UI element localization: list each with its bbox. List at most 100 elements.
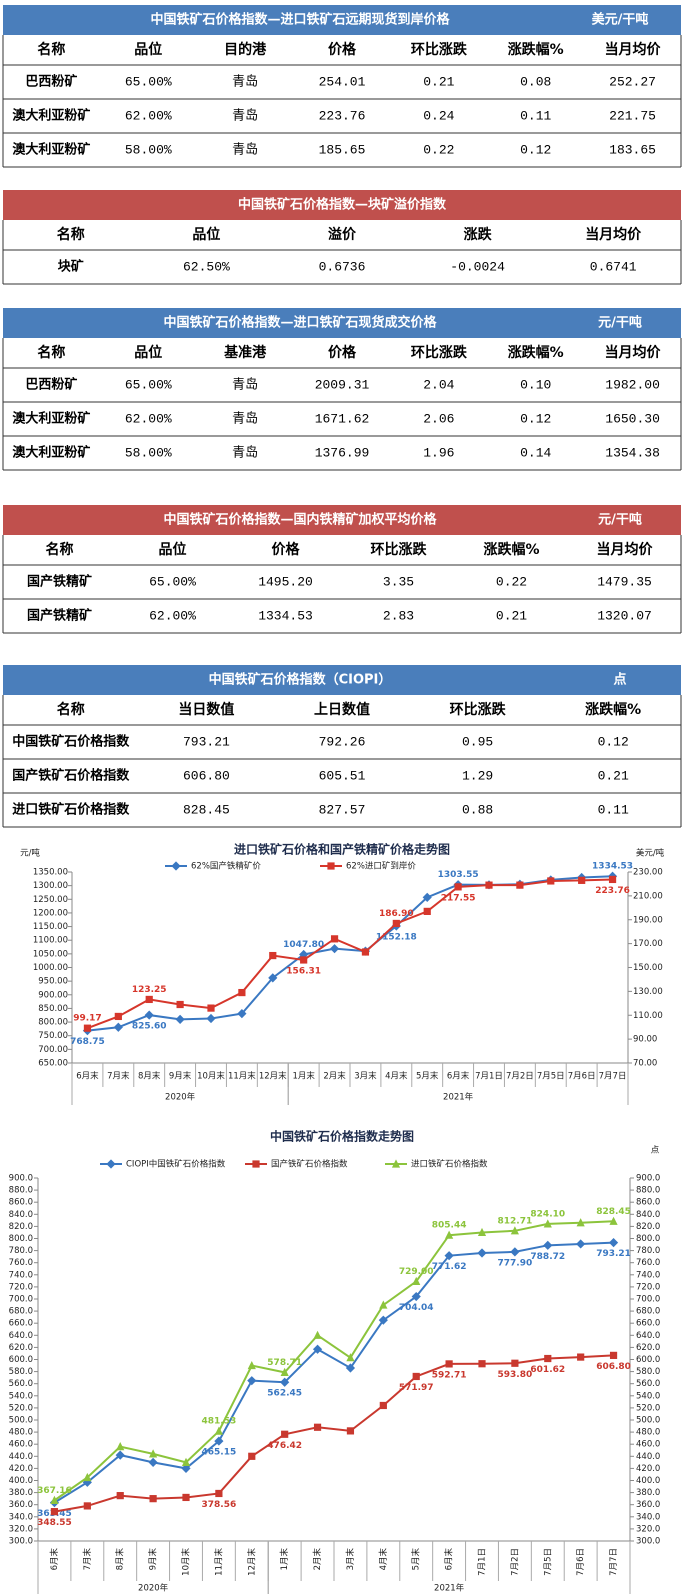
x-tick-label: 9月末 [169, 1071, 192, 1082]
table-cell: 澳大利亚粉矿 [12, 142, 90, 158]
y2-tick-label: 740.0 [636, 1270, 660, 1280]
table-header-bar [3, 505, 681, 535]
x-tick-label: 7月7日 [609, 1548, 619, 1576]
series-line [87, 878, 613, 1030]
y2-tick-label: 700.0 [636, 1295, 660, 1305]
table-title: 中国铁矿石价格指数—进口铁矿石远期现货到岸价格 [150, 12, 450, 28]
table-cell: 0.10 [520, 377, 551, 392]
table-header-bar [3, 665, 681, 695]
y-tick-label: 820.0 [9, 1222, 33, 1232]
column-header: 环比涨跌 [411, 41, 468, 58]
y2-tick-label: 600.0 [636, 1355, 660, 1365]
data-point [608, 875, 617, 884]
data-point [454, 883, 462, 891]
data-point [477, 1227, 487, 1237]
data-label: 825.60 [132, 1022, 167, 1032]
data-point [411, 1291, 421, 1302]
y-tick-label: 460.0 [9, 1440, 33, 1450]
legend-label: 62%进口矿到岸价 [346, 861, 416, 872]
data-point [116, 1442, 125, 1451]
x-tick-label: 1月末 [292, 1071, 315, 1082]
table-cell: 183.65 [609, 142, 656, 157]
table-cell: 国产铁精矿 [27, 574, 92, 590]
y-tick-label: 750.00 [38, 1031, 68, 1041]
table-cell: 2009.31 [315, 377, 370, 392]
y2-tick-label: 720.0 [636, 1282, 660, 1292]
column-header: 涨跌幅% [508, 41, 564, 58]
data-label: 828.45 [596, 1207, 631, 1217]
column-header: 名称 [37, 41, 65, 58]
table-cell: 青岛 [232, 410, 258, 426]
x-tick-label: 7月5日 [537, 1072, 565, 1082]
table-title: 中国铁矿石价格指数—国内铁精矿加权平均价格 [163, 512, 437, 528]
x-tick-label: 6月末 [76, 1071, 99, 1082]
table-cell: 828.45 [183, 802, 230, 817]
column-header: 环比涨跌 [450, 701, 507, 718]
data-point [237, 1009, 247, 1019]
data-label: 1152.18 [376, 932, 417, 942]
y-tick-label: 1300.00 [33, 881, 68, 891]
x-tick-label: 7月6日 [568, 1072, 596, 1082]
data-label: 217.55 [441, 893, 476, 903]
data-point [83, 1472, 92, 1482]
x-tick-label: 7月5日 [543, 1548, 553, 1576]
data-point [330, 935, 339, 943]
table-cell: 58.00% [125, 445, 172, 460]
y-tick-label: 540.0 [9, 1391, 33, 1401]
table-cell: 185.65 [319, 142, 366, 157]
table-cell: 青岛 [232, 107, 258, 123]
legend-label: 进口铁矿石价格指数 [411, 1159, 488, 1170]
data-point [346, 1353, 355, 1362]
x-tick-label: 12月末 [259, 1071, 287, 1082]
y2-tick-label: 520.0 [636, 1403, 660, 1413]
data-point [412, 1372, 420, 1381]
y-tick-label: 880.0 [9, 1186, 33, 1196]
data-point [181, 1457, 191, 1466]
data-point [50, 1508, 59, 1516]
x-tick-label: 4月末 [385, 1071, 408, 1082]
data-point [609, 1351, 618, 1359]
y2-tick-label: 110.00 [633, 1011, 663, 1021]
data-point [345, 1363, 356, 1373]
y-tick-label: 900.00 [38, 990, 68, 1000]
data-point [478, 1360, 486, 1368]
x-tick-label: 2月末 [323, 1071, 346, 1082]
x-tick-label: 7月1日 [475, 1072, 503, 1082]
y-tick-label: 400.0 [9, 1476, 33, 1486]
table-cell: 1376.99 [315, 445, 370, 460]
y-tick-label: 800.0 [9, 1234, 33, 1244]
column-header: 品位 [192, 226, 220, 243]
data-point [182, 1493, 190, 1502]
data-point [83, 1502, 91, 1510]
legend-label: 62%国产铁精矿价 [191, 861, 261, 872]
x-tick-label: 7月7日 [599, 1072, 627, 1082]
y2-tick-label: 540.0 [636, 1391, 660, 1401]
data-label: 578.71 [267, 1358, 302, 1368]
column-header: 价格 [328, 41, 357, 58]
legend-marker [327, 862, 335, 870]
y-tick-label: 900.0 [9, 1174, 33, 1184]
data-point [445, 1230, 454, 1239]
y-tick-label: 700.00 [38, 1045, 68, 1055]
table-header-bar [3, 190, 681, 220]
data-label: 777.90 [498, 1258, 533, 1268]
table-cell: 62.00% [149, 608, 196, 623]
data-point [313, 1423, 322, 1431]
table-cell: 1354.38 [605, 445, 660, 460]
table-cell: 2.83 [383, 608, 414, 623]
column-header: 名称 [46, 541, 74, 558]
y2-tick-label: 300.0 [636, 1537, 660, 1547]
table-unit: 元/干吨 [598, 512, 642, 528]
column-header: 价格 [328, 344, 357, 361]
y2-tick-label: 460.0 [636, 1440, 660, 1450]
table-unit: 美元/干吨 [592, 12, 649, 28]
table-cell: 58.00% [125, 142, 172, 157]
y2-tick-label: 340.0 [636, 1512, 660, 1522]
y2-tick-label: 780.0 [636, 1246, 660, 1256]
table-cell: 澳大利亚粉矿 [12, 411, 90, 427]
data-point [149, 1449, 158, 1458]
y2-tick-label: 400.0 [636, 1476, 660, 1486]
table-cell: 65.00% [125, 377, 172, 392]
y-tick-label: 740.0 [9, 1270, 33, 1280]
